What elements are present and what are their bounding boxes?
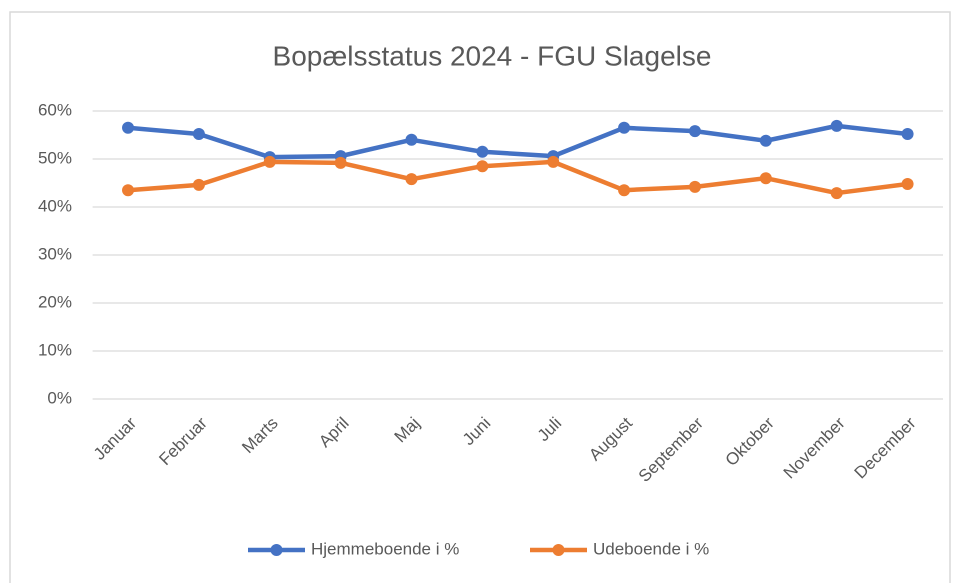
legend-marker	[552, 544, 565, 556]
legend-marker	[270, 544, 283, 556]
y-tick-label: 40%	[38, 196, 72, 215]
data-point	[192, 178, 205, 191]
data-point	[192, 128, 205, 141]
legend-label: Hjemmeboende i %	[311, 539, 459, 558]
chart-frame	[9, 11, 951, 583]
chart-title: Bopælsstatus 2024 - FGU Slagelse	[273, 40, 712, 71]
data-point	[122, 184, 135, 197]
y-tick-label: 10%	[38, 340, 72, 359]
data-point	[405, 173, 418, 186]
data-point	[618, 184, 631, 197]
data-point	[122, 121, 135, 134]
data-point	[830, 187, 843, 200]
data-point	[476, 160, 489, 173]
y-tick-label: 0%	[47, 388, 72, 407]
data-point	[618, 121, 631, 134]
data-point	[334, 156, 347, 169]
data-point	[405, 133, 418, 146]
data-point	[759, 134, 772, 147]
data-point	[688, 180, 701, 193]
data-point	[263, 155, 276, 168]
series-line	[127, 123, 908, 160]
data-point	[688, 125, 701, 138]
y-tick-label: 50%	[38, 148, 72, 167]
y-tick-label: 60%	[38, 100, 72, 119]
data-point	[901, 128, 914, 141]
data-point	[901, 177, 914, 190]
data-point	[759, 172, 772, 185]
y-tick-label: 30%	[38, 244, 72, 263]
data-point	[476, 145, 489, 158]
data-point	[830, 119, 843, 132]
legend-label: Udeboende i %	[593, 539, 709, 558]
data-point	[547, 155, 560, 168]
series-line	[127, 159, 908, 196]
y-tick-label: 20%	[38, 292, 72, 311]
